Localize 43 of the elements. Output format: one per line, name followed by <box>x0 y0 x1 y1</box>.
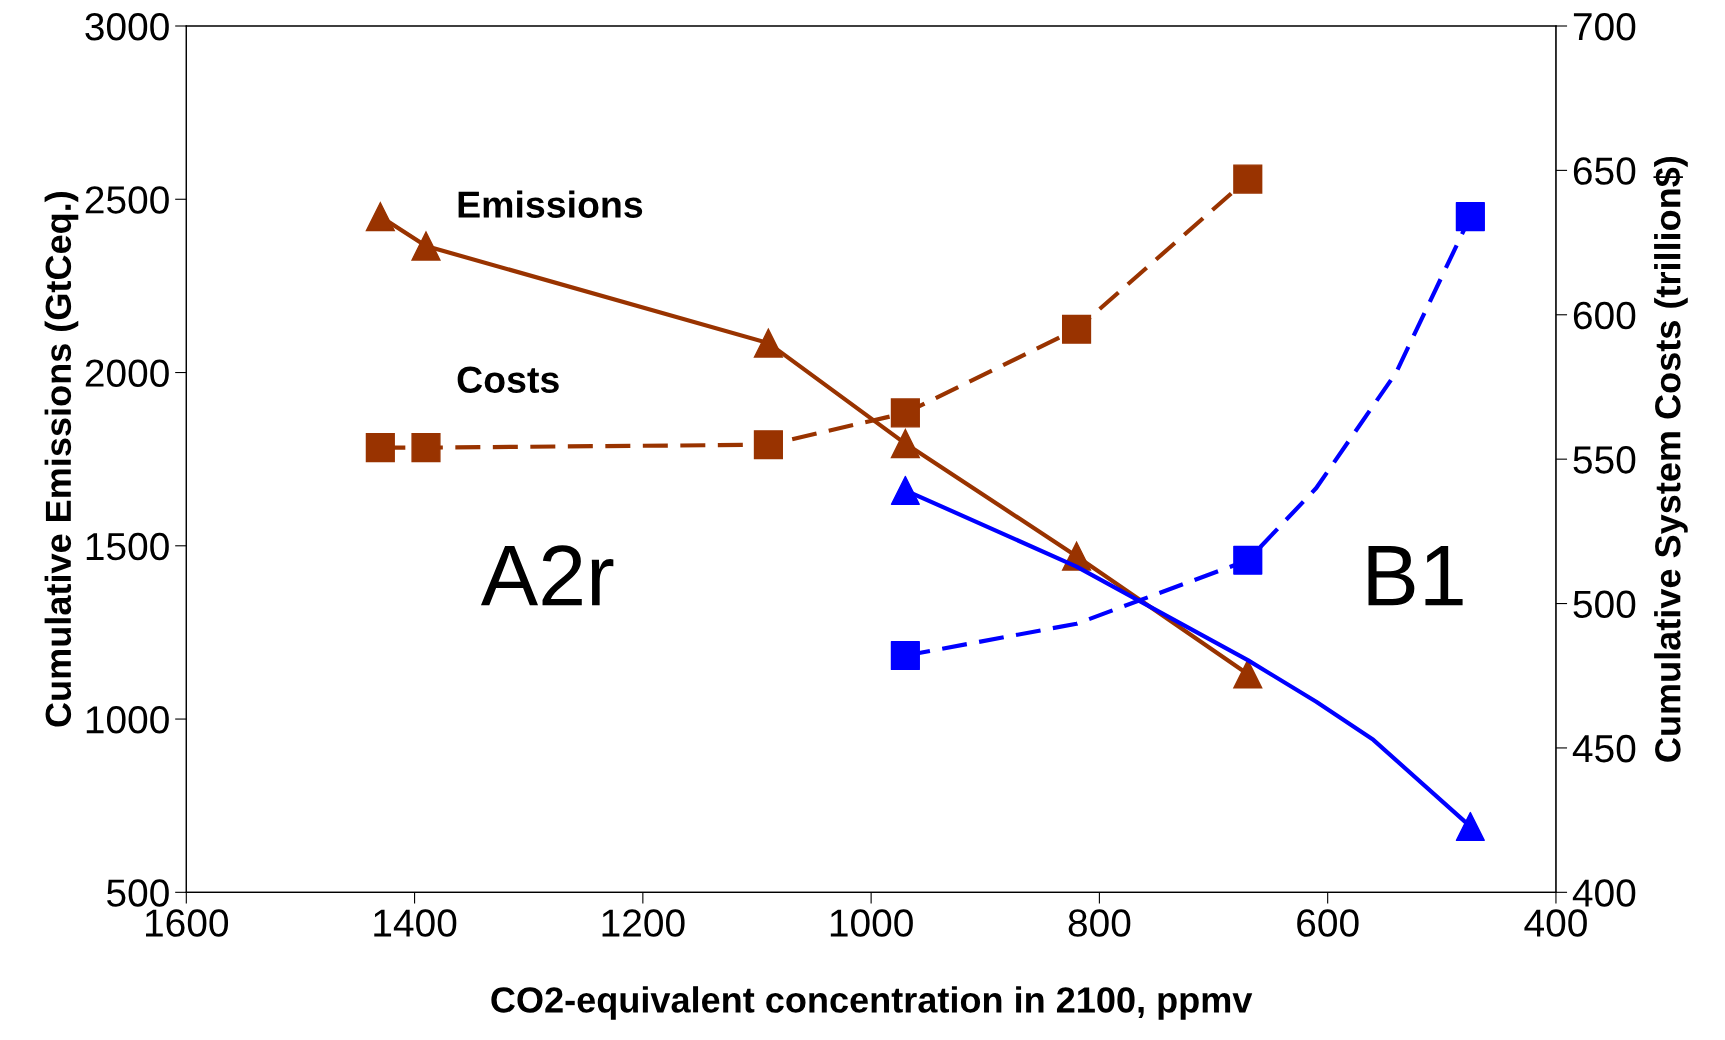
x-axis-title: CO2-equivalent concentration in 2100, ppmv <box>491 986 1253 1020</box>
point <box>365 433 395 463</box>
y2-tick-label: 400 <box>1572 879 1636 907</box>
x-tick-label: 600 <box>1297 909 1359 937</box>
annotation: B1 <box>1368 546 1463 606</box>
y2-tick-label: 600 <box>1573 301 1636 330</box>
y-tick-label: 2500 <box>85 186 169 214</box>
y-tick-label: 3000 <box>85 12 169 41</box>
point <box>890 475 920 505</box>
y-axis-title: Cumulative Emissions (GtCeq.) <box>44 192 79 727</box>
y2-tick-label: 550 <box>1573 446 1636 474</box>
y-tick-label: 1500 <box>86 532 169 561</box>
point <box>890 398 920 428</box>
point <box>1455 202 1485 232</box>
point <box>411 231 441 261</box>
point <box>1233 545 1263 575</box>
point <box>890 640 920 671</box>
x-tick-label: 1200 <box>602 909 685 937</box>
annotation: A2r <box>480 545 614 606</box>
y2-tick-label: 700 <box>1573 12 1636 41</box>
point <box>890 428 920 459</box>
point <box>753 328 783 358</box>
y2-tick-label: 500 <box>1573 590 1636 619</box>
x-tick-label: 1600 <box>146 909 229 937</box>
point <box>1233 164 1263 194</box>
x-tick-label: 400 <box>1524 909 1587 937</box>
annotation: Costs <box>457 366 559 393</box>
point <box>365 202 395 232</box>
y2-tick-label: 450 <box>1572 734 1636 763</box>
point <box>411 433 441 463</box>
point <box>1455 811 1485 842</box>
annotation: Emissions <box>458 190 643 218</box>
point <box>1061 314 1092 344</box>
x-tick-label: 1400 <box>374 909 457 937</box>
y2-tick-label: 650 <box>1573 157 1636 185</box>
point <box>753 430 783 460</box>
x-tick-label: 1000 <box>830 909 913 937</box>
y-tick-label: 2000 <box>85 359 169 387</box>
point <box>1233 659 1263 689</box>
y-tick-label: 500 <box>107 879 169 907</box>
y-tick-label: 1000 <box>86 705 169 734</box>
y2-axis-title: Cumulative System Costs (trillion$) <box>1653 156 1688 762</box>
x-tick-label: 800 <box>1068 909 1131 937</box>
